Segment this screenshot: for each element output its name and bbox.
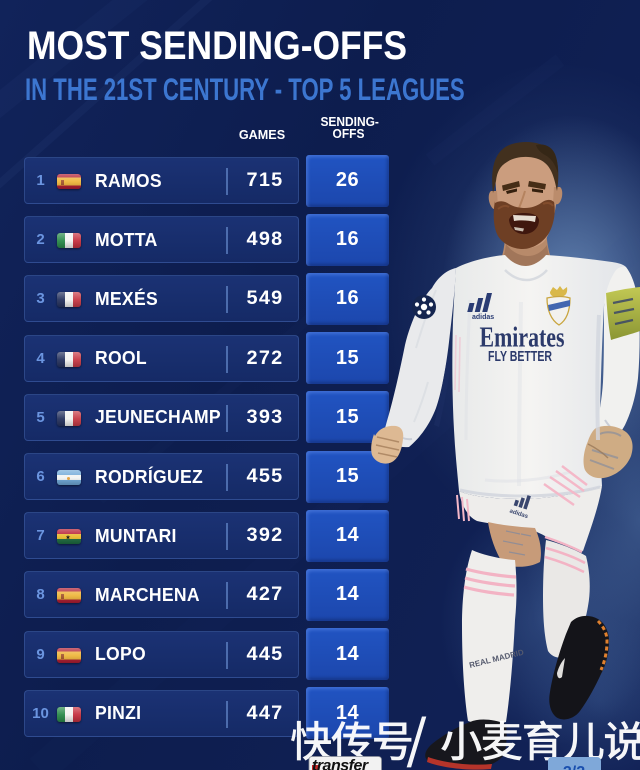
svg-text:2/2: 2/2 xyxy=(563,764,585,770)
svg-text:transfer: transfer xyxy=(312,758,369,770)
svg-text:adidas: adidas xyxy=(509,509,530,521)
svg-text:adidas: adidas xyxy=(472,314,494,321)
svg-text:Emirates: Emirates xyxy=(480,323,565,354)
svg-text:FLY BETTER: FLY BETTER xyxy=(488,349,552,365)
